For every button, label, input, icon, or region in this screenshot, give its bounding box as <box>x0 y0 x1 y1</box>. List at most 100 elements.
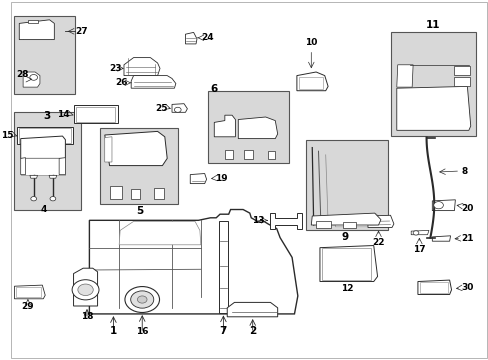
Polygon shape <box>124 58 160 76</box>
Text: 17: 17 <box>412 245 425 254</box>
Circle shape <box>433 202 443 209</box>
Text: 7: 7 <box>219 325 226 336</box>
Circle shape <box>50 197 56 201</box>
Polygon shape <box>23 72 40 87</box>
Circle shape <box>30 75 38 80</box>
Polygon shape <box>20 136 65 158</box>
Text: 2: 2 <box>248 325 256 336</box>
Text: 29: 29 <box>21 302 34 311</box>
Polygon shape <box>20 158 25 175</box>
Bar <box>321 248 370 280</box>
Text: 6: 6 <box>210 84 217 94</box>
Bar <box>76 107 115 122</box>
Polygon shape <box>396 86 470 130</box>
Bar <box>315 221 330 228</box>
Bar <box>453 77 469 86</box>
Text: 18: 18 <box>81 312 93 321</box>
Text: 4: 4 <box>40 205 46 214</box>
Polygon shape <box>367 215 393 228</box>
Polygon shape <box>172 104 187 112</box>
Polygon shape <box>59 158 65 175</box>
Text: 15: 15 <box>1 131 14 140</box>
Polygon shape <box>431 236 449 241</box>
Bar <box>73 105 118 123</box>
Text: 8: 8 <box>460 166 467 176</box>
Polygon shape <box>227 302 277 317</box>
Text: 20: 20 <box>460 204 472 212</box>
Text: 5: 5 <box>136 206 142 216</box>
Polygon shape <box>28 20 38 23</box>
Bar <box>390 32 475 136</box>
Bar <box>109 186 122 199</box>
Circle shape <box>125 287 159 312</box>
Bar <box>153 188 164 199</box>
Polygon shape <box>396 65 412 87</box>
Text: 14: 14 <box>57 110 70 119</box>
Circle shape <box>174 107 181 112</box>
Text: 27: 27 <box>75 27 87 36</box>
Polygon shape <box>296 72 327 91</box>
Text: 24: 24 <box>201 33 213 42</box>
Text: 21: 21 <box>460 234 473 243</box>
Text: 1: 1 <box>110 325 117 336</box>
Text: 26: 26 <box>115 78 127 87</box>
Bar <box>100 128 178 204</box>
Bar <box>17 127 72 144</box>
Circle shape <box>137 296 147 303</box>
Polygon shape <box>119 221 201 245</box>
Polygon shape <box>20 158 65 175</box>
Text: 19: 19 <box>215 174 227 183</box>
Polygon shape <box>185 32 197 44</box>
Bar <box>19 128 71 143</box>
Text: 16: 16 <box>136 327 148 336</box>
Text: 11: 11 <box>425 20 440 30</box>
Bar <box>267 151 275 159</box>
Polygon shape <box>311 213 380 225</box>
Text: 13: 13 <box>251 216 264 225</box>
Bar <box>15 112 81 210</box>
Polygon shape <box>319 246 377 282</box>
Polygon shape <box>30 175 38 178</box>
Text: 28: 28 <box>16 70 28 79</box>
Circle shape <box>78 284 93 296</box>
Circle shape <box>31 197 37 201</box>
Bar <box>218 221 228 313</box>
Text: 3: 3 <box>43 111 51 121</box>
Text: 9: 9 <box>341 232 348 242</box>
Polygon shape <box>104 137 112 162</box>
Bar <box>207 91 288 163</box>
Polygon shape <box>238 117 277 139</box>
Bar <box>15 16 75 94</box>
Text: 30: 30 <box>460 284 472 292</box>
Polygon shape <box>335 214 382 227</box>
Bar <box>299 77 323 89</box>
Polygon shape <box>190 174 206 184</box>
Text: 10: 10 <box>305 38 317 47</box>
Text: 22: 22 <box>371 238 384 247</box>
Bar <box>342 222 355 228</box>
Circle shape <box>130 291 153 308</box>
Polygon shape <box>73 268 98 306</box>
Bar <box>224 150 233 159</box>
Polygon shape <box>19 20 54 40</box>
Polygon shape <box>214 115 235 137</box>
Bar <box>244 150 252 159</box>
Polygon shape <box>49 175 57 178</box>
Circle shape <box>72 280 99 300</box>
Polygon shape <box>15 285 45 299</box>
Polygon shape <box>431 200 454 211</box>
Polygon shape <box>131 76 176 88</box>
Bar <box>131 189 140 199</box>
Text: 12: 12 <box>340 284 353 293</box>
Polygon shape <box>410 230 428 235</box>
Bar <box>17 287 41 297</box>
Circle shape <box>412 231 418 235</box>
Polygon shape <box>89 210 297 314</box>
Text: 25: 25 <box>155 104 168 113</box>
Text: 23: 23 <box>109 64 122 73</box>
Bar <box>453 66 469 75</box>
Polygon shape <box>270 213 301 229</box>
Bar <box>305 140 387 230</box>
Bar <box>419 282 447 293</box>
Polygon shape <box>417 280 450 294</box>
